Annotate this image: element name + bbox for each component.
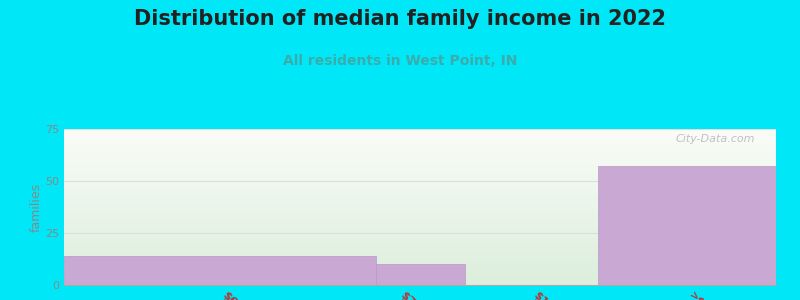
Text: Distribution of median family income in 2022: Distribution of median family income in … [134,9,666,29]
Y-axis label: families: families [30,182,42,232]
Bar [598,167,776,285]
Bar [375,264,465,285]
Text: City-Data.com: City-Data.com [675,134,754,144]
Text: All residents in West Point, IN: All residents in West Point, IN [283,54,517,68]
Bar [64,256,375,285]
